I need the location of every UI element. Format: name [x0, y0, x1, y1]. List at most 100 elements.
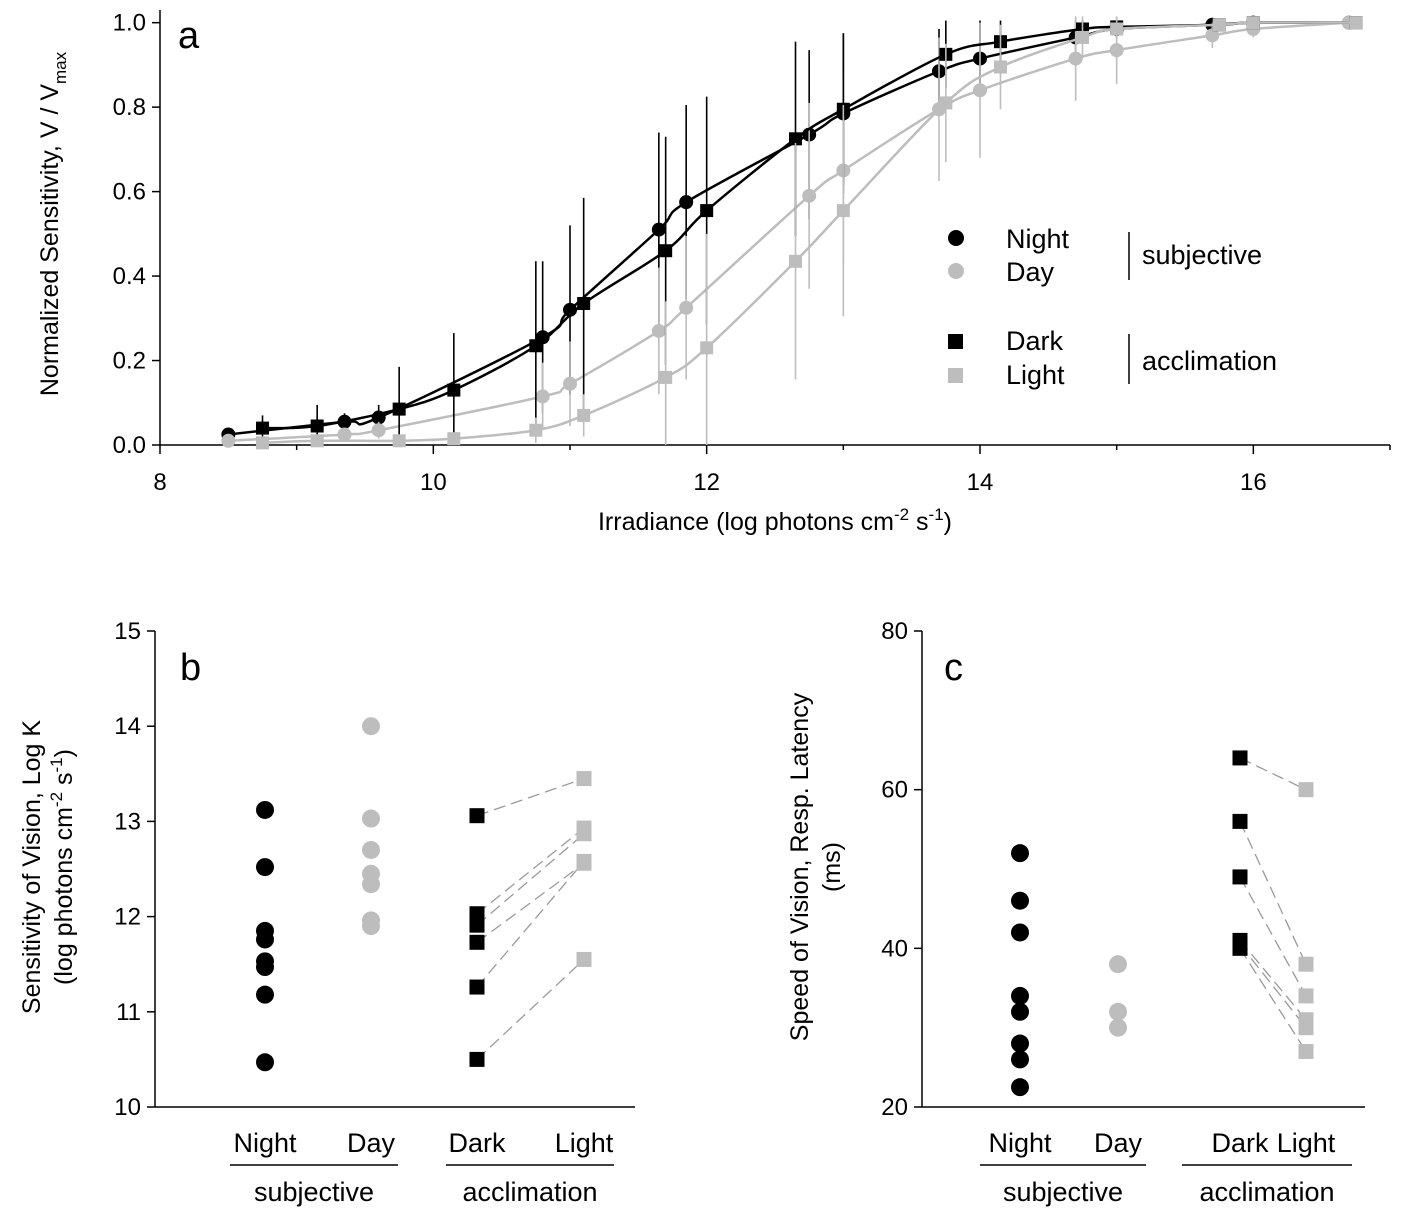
legend-day-label: Day: [1006, 257, 1055, 287]
point-light: [577, 408, 591, 422]
point-light: [700, 341, 714, 355]
panel-a-y-tick-label: 0.6: [113, 179, 146, 206]
point-dark: [469, 1051, 485, 1067]
panel-c-y-tick-label: 20: [881, 1094, 908, 1121]
point-dark: [256, 421, 269, 435]
category-label-dark: Dark: [1211, 1128, 1269, 1158]
point-day: [1109, 43, 1124, 58]
panel-c-y-tick-label: 40: [881, 935, 908, 962]
point-day: [337, 427, 352, 442]
series-line-day: [228, 21, 1350, 443]
point-day: [362, 840, 380, 859]
panel-c-axes: [914, 630, 1365, 1108]
pair-line: [476, 833, 585, 926]
point-dark: [1232, 940, 1248, 956]
category-label-light: Light: [1277, 1128, 1336, 1158]
point-light: [256, 436, 269, 450]
point-light: [576, 853, 592, 869]
point-day: [563, 376, 577, 391]
panel-a-x-tick-label: 10: [420, 469, 447, 496]
panel-b-y-tick-label: 13: [114, 808, 141, 835]
panel-a-x-tick-label: 16: [1240, 469, 1267, 496]
point-light: [529, 423, 543, 437]
panel-c-marks: [1011, 750, 1314, 1097]
legend-night-marker: [948, 230, 964, 246]
panel-b-category-labels: Night Day Dark Light subjective acclimation: [230, 1128, 614, 1207]
point-dark: [1232, 750, 1248, 766]
point-night: [256, 858, 274, 877]
point-light: [789, 254, 802, 268]
panel-c-y-tick-label: 60: [881, 777, 908, 804]
legend-dark-label: Dark: [1006, 326, 1064, 356]
point-night: [1011, 1078, 1029, 1097]
pair-line: [1239, 943, 1307, 1029]
panel-c: c 20 40 60 80 Night Day Dark Light subjective ac…: [786, 618, 1365, 1207]
group-label-subjective: subjective: [254, 1177, 374, 1207]
point-light: [1110, 22, 1124, 36]
point-dark: [789, 132, 802, 146]
point-dark: [700, 204, 714, 218]
point-light: [576, 771, 592, 787]
point-light: [310, 434, 324, 448]
panel-b-axes: [147, 630, 635, 1108]
point-dark: [1232, 813, 1248, 829]
panel-b-y-axis-label-line2: (log photons cm-2 s-1): [47, 749, 78, 985]
category-label-dark: Dark: [448, 1128, 506, 1158]
point-day: [1109, 1018, 1127, 1037]
point-day: [221, 433, 236, 448]
point-day: [535, 389, 550, 404]
panel-a-axes: [152, 10, 1391, 454]
panel-b-y-tick-label: 10: [114, 1094, 141, 1121]
panel-a-marks: [221, 15, 1363, 450]
point-dark: [1232, 869, 1248, 885]
panel-c-pair-lines: [1239, 757, 1307, 1052]
point-dark: [469, 808, 485, 824]
point-night: [256, 800, 274, 819]
point-day: [1068, 51, 1083, 66]
point-light: [659, 370, 673, 384]
point-day: [802, 188, 817, 203]
pair-line: [476, 860, 585, 988]
panel-a-x-tick-label: 8: [153, 469, 166, 496]
point-light: [994, 60, 1007, 74]
point-light: [1076, 30, 1089, 44]
category-label-night: Night: [988, 1128, 1052, 1158]
group-label-acclimation: acclimation: [1199, 1177, 1334, 1207]
panel-a-x-tick-label: 14: [967, 469, 994, 496]
group-label-acclimation: acclimation: [462, 1177, 597, 1207]
panel-b-pair-lines: [476, 777, 585, 1060]
group-label-subjective: subjective: [1003, 1177, 1123, 1207]
pair-line: [1239, 876, 1307, 997]
panel-b-y-tick-label: 11: [116, 999, 141, 1026]
legend-light-label: Light: [1006, 360, 1065, 390]
panel-a-legend: Night Day subjective Dark Light acclimat…: [948, 224, 1277, 390]
panel-b-tick-labels: 10 11 12 13 14 15: [114, 618, 141, 1121]
point-light: [1298, 1020, 1314, 1036]
panel-c-tick-labels: 20 40 60 80: [881, 618, 908, 1121]
category-label-day: Day: [1094, 1128, 1143, 1158]
point-light: [392, 434, 406, 448]
point-day: [1205, 28, 1220, 43]
point-night: [1011, 923, 1029, 942]
panel-a-label: a: [178, 15, 200, 57]
panel-c-y-axis-label-line1: Speed of Vision, Resp. Latency: [786, 692, 814, 1041]
pair-line: [1239, 939, 1307, 1021]
point-dark: [529, 339, 543, 353]
point-day: [371, 423, 386, 438]
point-night: [256, 985, 274, 1004]
panel-b-label: b: [180, 647, 201, 689]
point-light: [836, 204, 850, 218]
point-light: [576, 826, 592, 842]
legend-day-marker: [948, 263, 964, 279]
point-light: [1298, 782, 1314, 798]
point-night: [1011, 1050, 1029, 1069]
point-dark: [469, 934, 485, 950]
pair-line: [476, 958, 585, 1060]
panel-b-y-tick-label: 12: [114, 904, 141, 931]
panel-b-y-tick-label: 15: [114, 618, 141, 645]
point-day: [1109, 1002, 1127, 1021]
category-label-light: Light: [555, 1128, 614, 1158]
point-night: [256, 1053, 274, 1072]
panel-c-category-labels: Night Day Dark Light subjective acclimation: [980, 1128, 1352, 1207]
